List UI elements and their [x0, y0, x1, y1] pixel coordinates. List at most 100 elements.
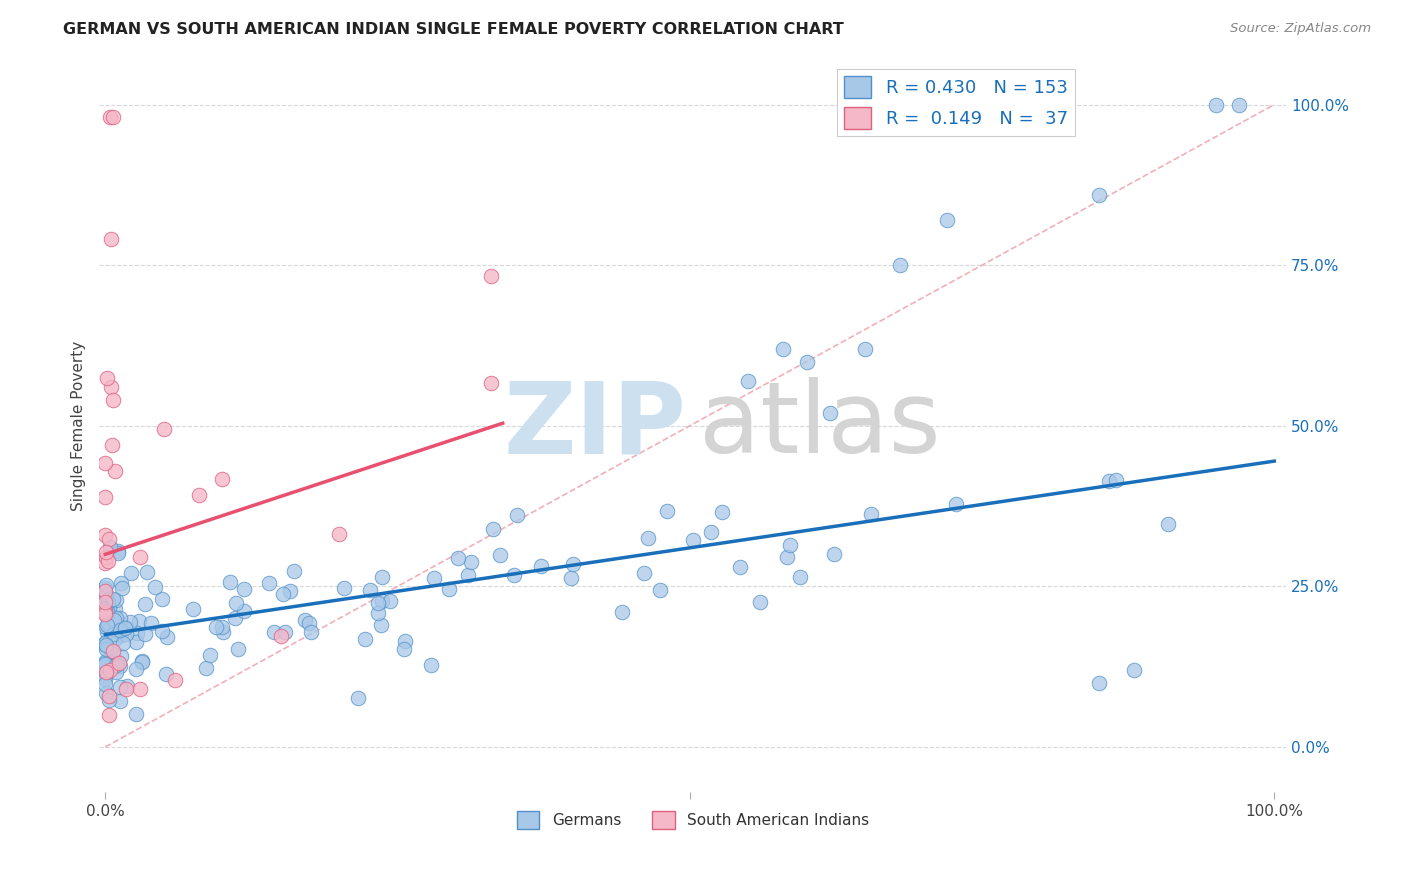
- Point: [94, 638, 117, 652]
- Point: [139, 616, 162, 631]
- Point: [818, 406, 841, 420]
- Point: [108, 694, 131, 708]
- Point: [103, 626, 125, 640]
- Point: [657, 504, 679, 518]
- Point: [107, 655, 129, 669]
- Point: [612, 605, 634, 619]
- Point: [96, 618, 118, 632]
- Point: [299, 625, 322, 640]
- Point: [728, 559, 751, 574]
- Text: atlas: atlas: [699, 377, 941, 475]
- Point: [97, 616, 120, 631]
- Point: [371, 570, 394, 584]
- Point: [420, 657, 443, 672]
- Point: [104, 601, 127, 615]
- Point: [155, 667, 177, 681]
- Point: [1123, 663, 1146, 677]
- Point: [392, 642, 415, 657]
- Point: [233, 582, 256, 596]
- Point: [103, 111, 125, 125]
- Point: [105, 623, 128, 637]
- Point: [198, 648, 221, 663]
- Point: [94, 620, 117, 634]
- Point: [125, 634, 148, 648]
- Point: [114, 620, 136, 634]
- Legend: Germans, South American Indians: Germans, South American Indians: [510, 805, 875, 836]
- Point: [378, 593, 401, 607]
- Point: [367, 596, 389, 610]
- Point: [648, 583, 671, 598]
- Point: [367, 606, 389, 620]
- Point: [224, 611, 246, 625]
- Point: [1227, 97, 1250, 112]
- Point: [152, 422, 174, 436]
- Point: [479, 376, 502, 391]
- Point: [97, 532, 120, 546]
- Point: [682, 533, 704, 548]
- Point: [110, 624, 132, 638]
- Point: [128, 614, 150, 628]
- Point: [700, 524, 723, 539]
- Point: [108, 680, 131, 694]
- Point: [94, 528, 117, 542]
- Point: [94, 638, 117, 652]
- Point: [94, 686, 117, 700]
- Point: [502, 568, 524, 582]
- Point: [131, 655, 153, 669]
- Point: [110, 648, 132, 663]
- Point: [711, 505, 734, 519]
- Point: [94, 608, 117, 623]
- Point: [776, 550, 799, 565]
- Point: [97, 707, 120, 722]
- Point: [354, 632, 377, 647]
- Point: [1088, 675, 1111, 690]
- Point: [107, 546, 129, 560]
- Point: [103, 393, 125, 408]
- Point: [98, 663, 121, 677]
- Point: [94, 607, 117, 621]
- Point: [94, 665, 117, 680]
- Point: [271, 586, 294, 600]
- Point: [135, 565, 157, 579]
- Point: [637, 532, 659, 546]
- Point: [115, 679, 138, 693]
- Point: [96, 625, 118, 640]
- Point: [294, 613, 316, 627]
- Point: [423, 571, 446, 585]
- Point: [1157, 517, 1180, 532]
- Point: [447, 551, 470, 566]
- Point: [437, 582, 460, 596]
- Point: [94, 668, 117, 682]
- Point: [100, 232, 122, 246]
- Point: [889, 258, 911, 272]
- Point: [1105, 474, 1128, 488]
- Point: [945, 497, 967, 511]
- Point: [482, 522, 505, 536]
- Point: [165, 673, 187, 687]
- Point: [107, 543, 129, 558]
- Point: [104, 592, 127, 607]
- Text: Source: ZipAtlas.com: Source: ZipAtlas.com: [1230, 22, 1371, 36]
- Point: [108, 657, 131, 671]
- Point: [460, 556, 482, 570]
- Point: [359, 583, 381, 598]
- Point: [114, 621, 136, 635]
- Point: [100, 647, 122, 661]
- Point: [194, 661, 217, 675]
- Point: [97, 595, 120, 609]
- Point: [457, 568, 479, 582]
- Point: [150, 591, 173, 606]
- Point: [150, 624, 173, 638]
- Point: [100, 380, 122, 394]
- Point: [94, 578, 117, 592]
- Point: [94, 605, 117, 619]
- Point: [111, 636, 134, 650]
- Point: [97, 618, 120, 632]
- Point: [560, 571, 582, 585]
- Point: [108, 610, 131, 624]
- Point: [131, 654, 153, 668]
- Point: [96, 553, 118, 567]
- Point: [204, 620, 226, 634]
- Point: [121, 566, 143, 581]
- Point: [104, 610, 127, 624]
